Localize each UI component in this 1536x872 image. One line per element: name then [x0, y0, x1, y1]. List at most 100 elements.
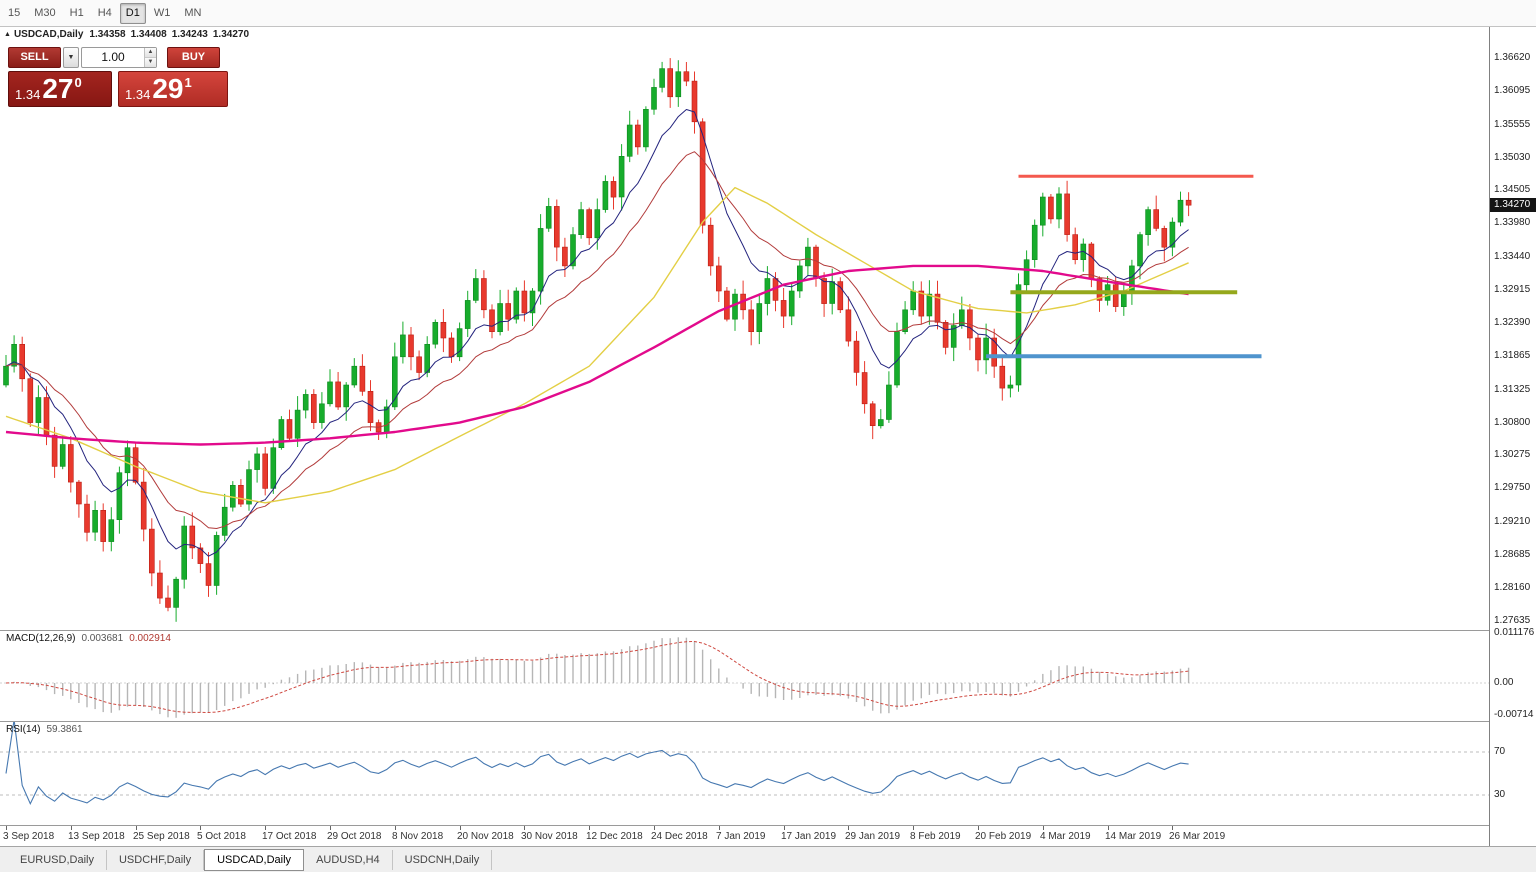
rsi-value: 59.3861	[46, 724, 83, 735]
time-axis[interactable]: 3 Sep 2018 13 Sep 2018 25 Sep 2018 5 Oct 20…	[0, 826, 1489, 845]
volume-field: 1.00 ▲ ▼	[81, 46, 157, 68]
macd-indicator-panel[interactable]	[0, 631, 1489, 721]
timeframe-button-d1[interactable]: D1	[119, 2, 146, 24]
price-axis[interactable]: 1.36620 1.36095 1.35555 1.35030 1.34505 1.339…	[1489, 27, 1536, 846]
time-axis-tick	[136, 826, 137, 830]
ask-price-pips: 29	[152, 73, 184, 104]
macd-label: MACD(12,26,9) 0.003681 0.002914	[6, 633, 171, 644]
time-axis-label: 5 Oct 2018	[197, 831, 246, 842]
panel-separator[interactable]	[0, 630, 1536, 631]
time-axis-tick	[6, 826, 7, 830]
rsi-axis-label: 70	[1494, 746, 1506, 757]
panel-separator	[0, 825, 1536, 826]
chart-tab-usdchf[interactable]: USDCHF,Daily	[107, 850, 205, 870]
time-axis-label: 24 Dec 2018	[651, 831, 708, 842]
current-price-badge: 1.34270	[1490, 198, 1536, 212]
time-axis-tick	[1172, 826, 1173, 830]
price-chart[interactable]	[0, 41, 1489, 630]
panel-separator[interactable]	[0, 721, 1536, 722]
time-axis-tick	[1108, 826, 1109, 830]
price-axis-label: 1.34505	[1494, 184, 1531, 195]
volume-dropdown-button[interactable]: ▼	[63, 46, 79, 68]
timeframe-toolbar: 15 M30 H1 H4 D1 W1 MN	[0, 0, 1536, 27]
volume-spinner-up-icon[interactable]: ▲	[145, 47, 156, 58]
time-axis-label: 29 Jan 2019	[845, 831, 901, 842]
time-axis-tick	[1043, 826, 1044, 830]
time-axis-label: 20 Feb 2019	[975, 831, 1032, 842]
rsi-indicator-panel[interactable]	[0, 722, 1489, 825]
time-axis-tick	[265, 826, 266, 830]
ohlc-open: 1.34358	[89, 29, 126, 40]
chart-title-bar: ▲ USDCAD,Daily 1.34358 1.34408 1.34243 1…	[0, 28, 1489, 41]
chart-symbol-label: USDCAD,Daily	[13, 29, 84, 40]
rsi-label: RSI(14) 59.3861	[6, 724, 83, 735]
price-axis-label: 1.30275	[1494, 449, 1531, 460]
price-axis-label: 1.27635	[1494, 615, 1531, 626]
timeframe-button-h4[interactable]: H4	[97, 7, 112, 19]
time-axis-tick	[719, 826, 720, 830]
time-axis-tick	[395, 826, 396, 830]
chart-tab-audusd[interactable]: AUDUSD,H4	[304, 850, 393, 870]
bid-price-button[interactable]: 1.34 27 0	[8, 71, 112, 107]
timeframe-button-mn[interactable]: MN	[184, 7, 202, 19]
time-axis-label: 17 Jan 2019	[781, 831, 837, 842]
timeframe-button-m30[interactable]: M30	[34, 7, 56, 19]
timeframe-button-15[interactable]: 15	[8, 7, 21, 19]
volume-spinner-down-icon[interactable]: ▼	[145, 57, 156, 67]
time-axis-tick	[654, 826, 655, 830]
buy-button[interactable]: BUY	[167, 46, 220, 68]
price-axis-label: 1.31865	[1494, 350, 1531, 361]
volume-input[interactable]: 1.00	[101, 50, 125, 64]
time-axis-tick	[71, 826, 72, 830]
time-axis-tick	[589, 826, 590, 830]
macd-axis-label: 0.011176	[1494, 627, 1535, 638]
chart-tab-usdcad[interactable]: USDCAD,Daily	[204, 849, 305, 871]
bid-price-point: 0	[74, 75, 82, 90]
price-axis-label: 1.30800	[1494, 417, 1531, 428]
price-axis-label: 1.35030	[1494, 152, 1531, 163]
chart-tab-usdcnh[interactable]: USDCNH,Daily	[393, 850, 493, 870]
ohlc-high: 1.34408	[130, 29, 167, 40]
price-axis-label: 1.35555	[1494, 119, 1531, 130]
time-axis-tick	[848, 826, 849, 830]
timeframe-button-h1[interactable]: H1	[69, 7, 84, 19]
time-axis-label: 20 Nov 2018	[457, 831, 514, 842]
macd-axis-label: 0.00	[1494, 677, 1514, 688]
time-axis-label: 8 Nov 2018	[392, 831, 444, 842]
macd-name: MACD(12,26,9)	[6, 633, 76, 644]
time-axis-label: 26 Mar 2019	[1169, 831, 1226, 842]
time-axis-label: 25 Sep 2018	[133, 831, 190, 842]
time-axis-label: 14 Mar 2019	[1105, 831, 1162, 842]
time-axis-tick	[330, 826, 331, 830]
time-axis-tick	[460, 826, 461, 830]
rsi-axis-label: 30	[1494, 789, 1506, 800]
ask-price-major: 1.34	[125, 87, 151, 102]
chart-tab-eurusd[interactable]: EURUSD,Daily	[8, 850, 107, 870]
volume-spinner: ▲ ▼	[144, 47, 156, 67]
price-axis-label: 1.32915	[1494, 284, 1531, 295]
time-axis-label: 3 Sep 2018	[3, 831, 55, 842]
symbol-collapse-icon[interactable]: ▲	[4, 31, 11, 38]
one-click-trading-panel: SELL ▼ 1.00 ▲ ▼ BUY 1.34 27 0 1.34 29 1	[8, 46, 230, 107]
price-axis-label: 1.36620	[1494, 52, 1531, 63]
macd-axis-label: -0.00714	[1494, 709, 1534, 720]
chart-tabs: EURUSD,Daily USDCHF,Daily USDCAD,Daily AUDU…	[0, 846, 1536, 872]
time-axis-tick	[784, 826, 785, 830]
price-axis-label: 1.29750	[1494, 482, 1531, 493]
price-axis-label: 1.28160	[1494, 582, 1531, 593]
ask-price-button[interactable]: 1.34 29 1	[118, 71, 228, 107]
time-axis-tick	[524, 826, 525, 830]
time-axis-tick	[200, 826, 201, 830]
ohlc-low: 1.34243	[171, 29, 208, 40]
price-axis-label: 1.31325	[1494, 384, 1531, 395]
ask-price-point: 1	[184, 75, 192, 90]
sell-button[interactable]: SELL	[8, 46, 61, 68]
ohlc-close: 1.34270	[212, 29, 250, 40]
time-axis-label: 12 Dec 2018	[586, 831, 643, 842]
time-axis-label: 7 Jan 2019	[716, 831, 766, 842]
price-axis-label: 1.32390	[1494, 317, 1531, 328]
timeframe-button-w1[interactable]: W1	[153, 7, 171, 19]
macd-signal-value: 0.002914	[129, 633, 171, 644]
time-axis-label: 17 Oct 2018	[262, 831, 317, 842]
